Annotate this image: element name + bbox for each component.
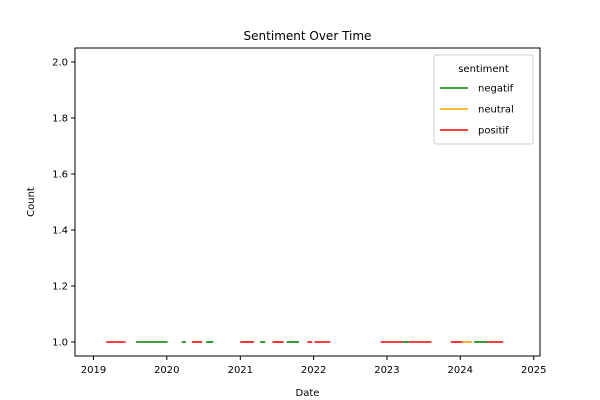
x-tick-label: 2020 (154, 365, 179, 376)
y-tick-label: 1.8 (52, 114, 68, 125)
legend-label-negatif: negatif (478, 84, 514, 95)
plot-frame (74, 47, 541, 357)
y-tick-label: 1.0 (52, 338, 68, 349)
y-tick-label: 2.0 (52, 58, 68, 69)
x-tick-label: 2022 (301, 365, 326, 376)
y-tick-label: 1.6 (52, 170, 68, 181)
legend: sentiment negatif neutral positif (433, 54, 534, 145)
x-tick-label: 2024 (448, 365, 473, 376)
x-tick-label: 2025 (521, 365, 546, 376)
y-tick-label: 1.2 (52, 282, 68, 293)
y-axis-label: Count (26, 187, 37, 217)
legend-label-positif: positif (478, 126, 509, 137)
legend-label-neutral: neutral (478, 105, 514, 116)
legend-title: sentiment (458, 64, 509, 75)
x-axis-label: Date (296, 388, 320, 399)
x-tick-label: 2023 (374, 365, 399, 376)
legend-box (433, 54, 534, 145)
y-tick-label: 1.4 (52, 226, 68, 237)
chart-title: Sentiment Over Time (244, 29, 372, 43)
x-tick-label: 2019 (81, 365, 106, 376)
x-tick-label: 2021 (228, 365, 253, 376)
